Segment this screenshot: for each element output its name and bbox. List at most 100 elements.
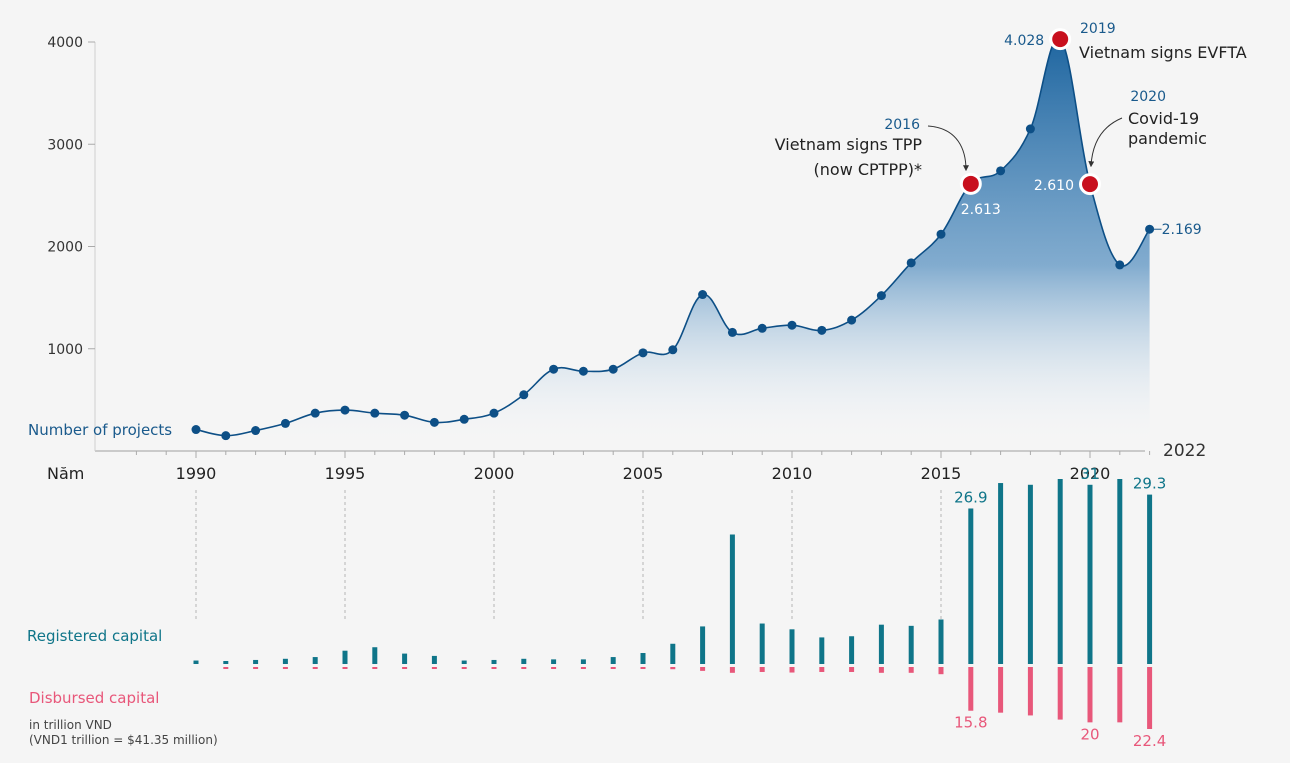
registered-capital-bar xyxy=(342,650,348,664)
disbursed-value-label: 15.8 xyxy=(954,714,987,732)
projects-line xyxy=(195,37,1151,437)
disbursed-capital-bar xyxy=(700,667,706,671)
disbursed-capital-bar xyxy=(819,667,825,672)
registered-capital-bar xyxy=(1117,479,1123,664)
disbursed-capital-bar xyxy=(759,667,765,672)
registered-capital-bar xyxy=(1057,479,1063,664)
registered-capital-bar xyxy=(878,624,884,664)
registered-capital-bar xyxy=(312,657,318,664)
highlight-year-label: 2016 xyxy=(884,117,920,133)
disbursed-capital-bar xyxy=(402,667,408,669)
projects-data-point xyxy=(608,364,618,374)
projects-data-point xyxy=(1115,260,1125,270)
disbursed-capital-bar xyxy=(878,667,884,673)
projects-data-point xyxy=(727,327,737,337)
disbursed-capital-bar xyxy=(431,667,437,669)
registered-capital-bar xyxy=(1087,484,1093,664)
highlight-event-label: (now CPTPP)* xyxy=(814,160,922,179)
projects-data-point xyxy=(638,348,648,358)
highlight-event-label: Covid-19 xyxy=(1128,109,1199,128)
registered-capital-bar xyxy=(193,660,199,664)
registered-capital-bar xyxy=(1027,484,1033,664)
highlight-point xyxy=(1049,28,1072,51)
highlight-event-label: pandemic xyxy=(1128,129,1207,148)
projects-data-point xyxy=(936,229,946,239)
highlight-point xyxy=(959,172,982,195)
disbursed-capital-bar xyxy=(282,667,288,669)
disbursed-capital-bar xyxy=(998,667,1004,713)
disbursed-capital-bar xyxy=(938,667,944,675)
projects-data-point xyxy=(489,408,499,418)
projects-data-point xyxy=(519,390,529,400)
unit-note-line2: (VND1 trillion = $41.35 million) xyxy=(29,733,218,747)
registered-capital-bar xyxy=(282,658,288,664)
disbursed-capital-bar xyxy=(789,667,795,673)
disbursed-capital-bar xyxy=(968,667,974,711)
capital-bar-chart: 26.9 31 29.3 15.8 20 22.4 Registered capital Di… xyxy=(27,465,1166,750)
disbursed-capital-bar xyxy=(670,667,676,670)
projects-data-point xyxy=(847,315,857,325)
registered-capital-bar xyxy=(223,661,229,664)
unit-note-line1: in trillion VND xyxy=(29,718,112,732)
registered-capital-bar xyxy=(789,629,795,664)
highlight-year-label: 2020 xyxy=(1130,89,1166,105)
disbursed-capital-bar xyxy=(580,667,586,669)
projects-data-point xyxy=(876,291,886,301)
registered-capital-bar xyxy=(1147,494,1153,664)
disbursed-capital-bar xyxy=(849,667,855,672)
x-axis-label: Năm xyxy=(47,464,84,483)
highlight-value-label: 2.610 xyxy=(1034,178,1074,194)
disbursed-capital-bar xyxy=(372,667,378,669)
registered-capital-bar xyxy=(551,659,557,664)
x-tick-label: 2015 xyxy=(921,464,962,483)
disbursed-capital-legend: Disbursed capital xyxy=(29,689,159,707)
registered-capital-bar xyxy=(253,659,259,664)
disbursed-capital-bar xyxy=(551,667,557,669)
projects-data-point xyxy=(996,166,1006,176)
projects-data-point xyxy=(221,431,231,441)
highlight-value-label: 4.028 xyxy=(1004,33,1044,49)
x-tick-label: 1990 xyxy=(176,464,217,483)
highlight-event-label: Vietnam signs EVFTA xyxy=(1079,43,1247,62)
projects-data-point xyxy=(340,405,350,415)
registered-capital-bar xyxy=(908,625,914,664)
x-tick-label: 1995 xyxy=(325,464,366,483)
registered-capital-bar xyxy=(521,658,527,664)
projects-data-point xyxy=(459,414,469,424)
y-tick-label: 1000 xyxy=(47,342,83,358)
disbursed-capital-bar xyxy=(640,667,646,669)
disbursed-capital-bar xyxy=(729,667,735,673)
registered-capital-bar xyxy=(849,636,855,664)
highlight-value-label: 2.613 xyxy=(961,202,1001,218)
x-tick-label: 2020 xyxy=(1070,464,1111,483)
annotation-arrow xyxy=(1088,117,1123,168)
projects-data-point xyxy=(698,290,708,300)
x-tick-label: 2005 xyxy=(623,464,664,483)
projects-data-point xyxy=(370,408,380,418)
y-tick-label: 2000 xyxy=(47,240,83,256)
annotation-arrow xyxy=(927,125,969,172)
projects-data-point xyxy=(1025,124,1035,134)
disbursed-capital-bar xyxy=(342,667,348,669)
disbursed-capital-bar xyxy=(312,667,318,669)
series-label: Number of projects xyxy=(28,421,172,439)
projects-data-point xyxy=(787,320,797,330)
disbursed-capital-bar xyxy=(1057,667,1063,720)
projects-data-point xyxy=(251,426,261,436)
registered-capital-bar xyxy=(461,660,467,664)
registered-capital-bar xyxy=(700,626,706,664)
x-tick-label: 2000 xyxy=(474,464,515,483)
highlight-event-label: Vietnam signs TPP xyxy=(775,135,923,154)
disbursed-capital-bar xyxy=(908,667,914,673)
disbursed-capital-bar xyxy=(1027,667,1033,716)
disbursed-value-label: 20 xyxy=(1080,725,1099,743)
projects-data-point xyxy=(280,418,290,428)
highlight-year-label: 2019 xyxy=(1080,21,1116,37)
registered-value-label: 26.9 xyxy=(954,488,987,506)
projects-data-point xyxy=(906,258,916,268)
x-tick-label: 2010 xyxy=(772,464,813,483)
registered-capital-bar xyxy=(998,483,1004,664)
registered-capital-bar xyxy=(670,643,676,664)
registered-capital-bar xyxy=(819,637,825,664)
registered-capital-bar xyxy=(372,647,378,664)
